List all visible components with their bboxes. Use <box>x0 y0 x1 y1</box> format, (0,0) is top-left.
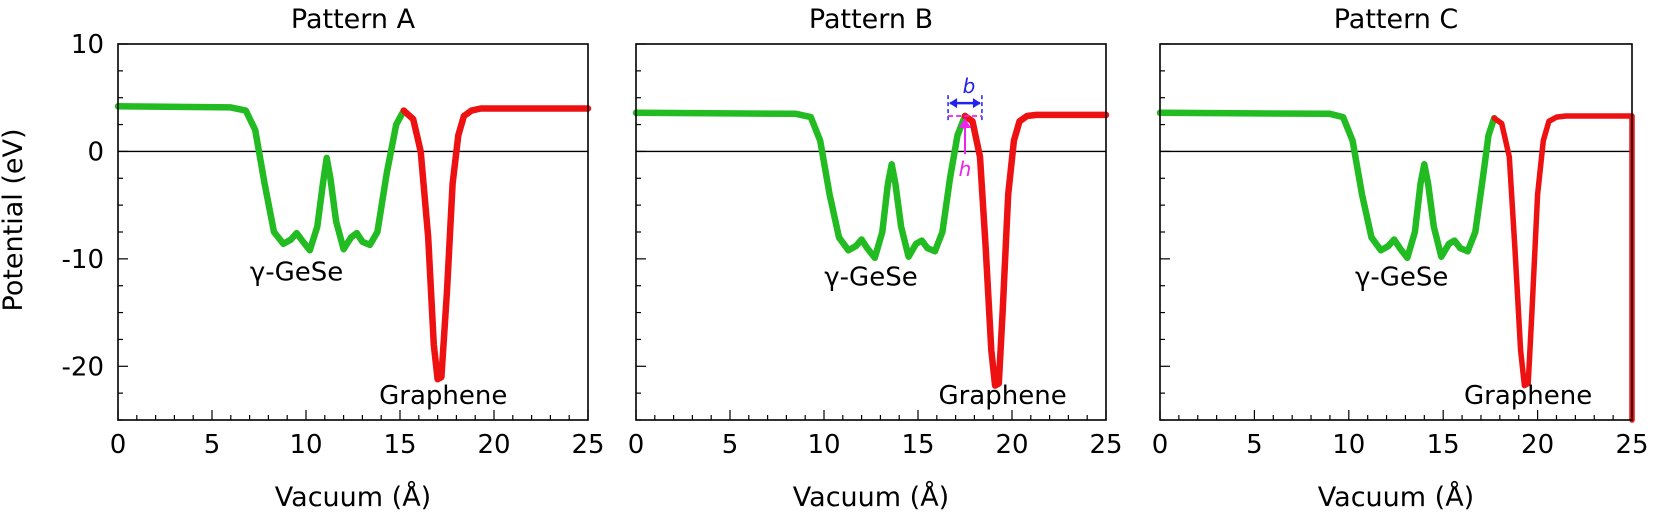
x-tick-label: 0 <box>628 430 645 460</box>
x-axis-title: Vacuum (Å) <box>793 481 949 513</box>
gese-label: γ-GeSe <box>250 257 343 287</box>
plot-frame <box>1159 43 1633 421</box>
x-tick-label: 15 <box>383 430 416 460</box>
x-tick-label: 0 <box>110 430 127 460</box>
plot-frame <box>117 43 589 421</box>
x-tick-label: 25 <box>1615 430 1648 460</box>
x-tick-label: 20 <box>1521 430 1554 460</box>
x-tick-label: 5 <box>1246 430 1263 460</box>
x-tick-label: 5 <box>722 430 739 460</box>
panel-2: Pattern B 0 5 10 15 20 25 b h γ-GeSe Graphene Vacuu… <box>628 4 1123 513</box>
panel-title: Pattern B <box>809 4 933 35</box>
y-tick-label: 10 <box>71 30 104 60</box>
x-tick-label: 15 <box>901 430 934 460</box>
barrier-width-label: b <box>963 74 976 98</box>
series-line-graphene <box>1491 113 1635 423</box>
x-tick-label: 20 <box>995 430 1028 460</box>
barrier-width-arrowheads <box>949 98 981 109</box>
series-line-graphene <box>400 105 592 383</box>
plot-frame <box>635 43 1107 421</box>
y-axis-title: Potential (eV) <box>0 128 29 311</box>
y-tick-label: 0 <box>87 137 104 167</box>
x-axis-title: Vacuum (Å) <box>1318 481 1474 513</box>
x-tick-label: 25 <box>1089 430 1122 460</box>
graphene-label: Graphene <box>938 381 1066 411</box>
x-tick-label: 10 <box>807 430 840 460</box>
barrier-height-arrowhead <box>959 117 971 128</box>
x-tick-label: 25 <box>571 430 604 460</box>
panel-3: Pattern C 0 5 10 15 20 25 γ-GeSe Graphene Vacuum … <box>1152 4 1649 513</box>
x-tick-label: 0 <box>1152 430 1169 460</box>
barrier-height-label: h <box>959 157 972 181</box>
series-line-graphene <box>961 111 1110 389</box>
graphene-label: Graphene <box>379 381 507 411</box>
x-axis-title: Vacuum (Å) <box>275 481 431 513</box>
series-line-gese <box>114 103 408 254</box>
graphene-label: Graphene <box>1464 381 1592 411</box>
y-tick-label: -10 <box>62 245 104 275</box>
x-tick-label: 10 <box>289 430 322 460</box>
series-line-gese <box>1156 109 1498 262</box>
series-line-gese <box>632 109 969 262</box>
gese-label: γ-GeSe <box>824 263 917 293</box>
x-tick-label: 5 <box>204 430 221 460</box>
panel-title: Pattern A <box>291 4 416 35</box>
x-tick-label: 20 <box>477 430 510 460</box>
gese-label: γ-GeSe <box>1355 263 1448 293</box>
x-tick-label: 10 <box>1332 430 1365 460</box>
x-tick-label: 15 <box>1427 430 1460 460</box>
panel-1: Pattern A 0 5 10 15 20 25 10 0 -10 -20 γ-GeSe Graphe… <box>62 4 605 513</box>
panel-title: Pattern C <box>1334 4 1459 35</box>
y-tick-label: -20 <box>62 352 104 382</box>
